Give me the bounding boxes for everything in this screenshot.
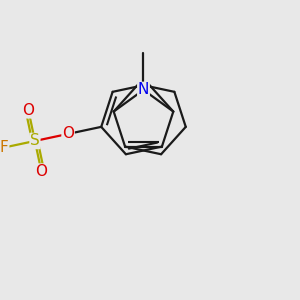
Text: N: N xyxy=(138,82,149,98)
Text: O: O xyxy=(22,103,34,118)
Text: O: O xyxy=(35,164,47,179)
Text: O: O xyxy=(62,126,74,141)
Text: F: F xyxy=(0,140,9,155)
Text: S: S xyxy=(30,134,40,148)
